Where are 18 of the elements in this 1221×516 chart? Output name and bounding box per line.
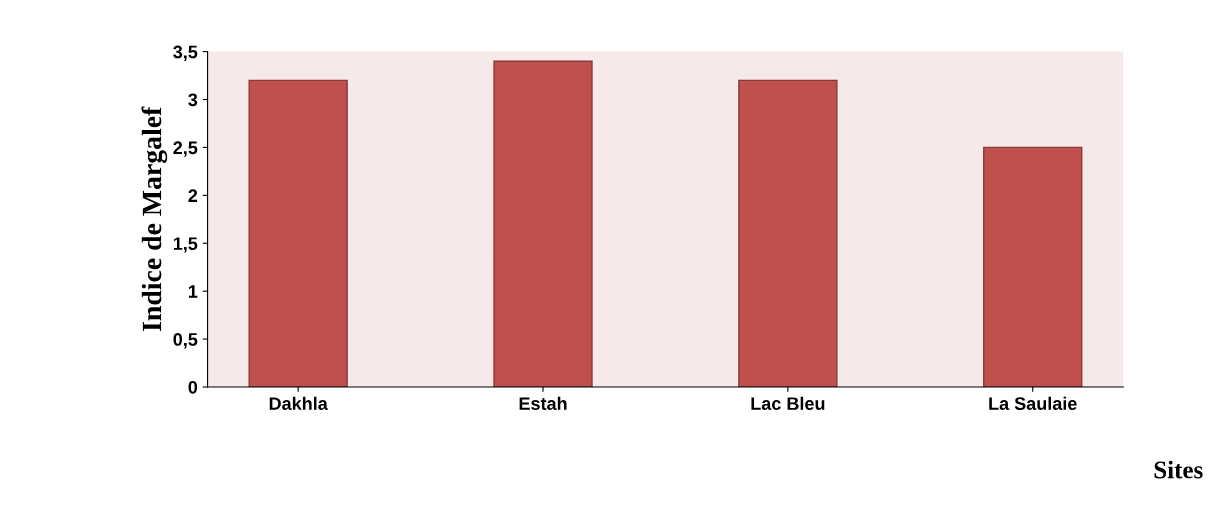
x-tick-label: Estah — [519, 396, 567, 410]
y-tick-label: 2,5 — [173, 141, 198, 157]
x-tick-label: Lac Bleu — [751, 396, 825, 410]
y-tick-label: 0 — [188, 380, 198, 394]
y-tick-label: 0,5 — [173, 333, 198, 349]
bar — [493, 60, 593, 387]
bar — [983, 146, 1083, 387]
x-tick-label: Dakhla — [269, 396, 328, 410]
x-axis-title: Sites — [1154, 460, 1203, 479]
bar — [738, 79, 838, 387]
y-axis-title: Indice de Margalef — [141, 106, 168, 331]
y-tick-label: 3 — [188, 93, 198, 107]
y-tick-label: 1,5 — [173, 237, 198, 253]
y-tick-label: 2 — [188, 189, 198, 202]
y-tick-label: 1 — [188, 285, 198, 298]
bar — [248, 79, 348, 387]
x-tick-label: La Saulaie — [989, 396, 1077, 410]
y-tick-label: 3,5 — [173, 45, 198, 61]
